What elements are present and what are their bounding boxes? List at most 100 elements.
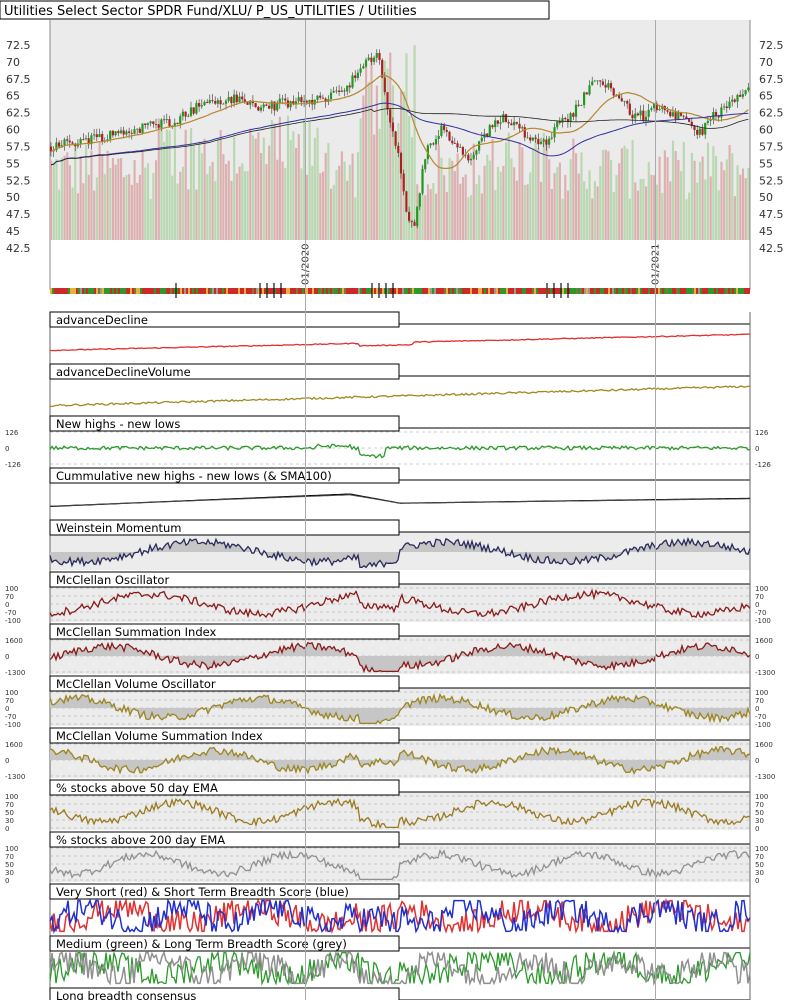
price-tick-left-4: 62.5 — [6, 107, 31, 120]
volume-bar — [418, 194, 421, 240]
volume-bar — [478, 175, 481, 240]
score-segment — [354, 288, 356, 294]
score-segment — [596, 288, 598, 294]
score-segment — [118, 288, 120, 294]
panel-label-right-2: -126 — [755, 461, 771, 469]
volume-bar — [507, 132, 510, 240]
score-segment — [444, 288, 446, 294]
candle-body — [262, 104, 265, 108]
score-segment — [204, 288, 206, 294]
candle-body — [475, 150, 478, 155]
volume-bar — [257, 132, 260, 240]
volume-bar — [176, 183, 179, 240]
score-segment — [426, 288, 428, 294]
volume-bar — [421, 165, 424, 240]
panel-label-right-0: 100 — [755, 689, 768, 697]
score-segment — [72, 288, 74, 294]
panel-label-left-1: 70 — [5, 801, 14, 809]
score-segment — [536, 288, 538, 294]
volume-bar — [378, 128, 381, 240]
score-segment — [272, 288, 274, 294]
panel-title-2: New highs - new lows — [56, 417, 180, 431]
panel-label-left-1: 0 — [5, 653, 9, 661]
candle-body — [413, 221, 416, 226]
panel-title-0: advanceDecline — [56, 313, 148, 327]
volume-bar — [136, 182, 139, 240]
volume-bar — [373, 134, 376, 240]
price-tick-left-11: 45 — [6, 225, 20, 238]
candle-body — [179, 116, 182, 124]
score-segment — [238, 288, 240, 294]
score-segment — [682, 288, 684, 294]
score-segment — [568, 288, 570, 294]
panel-line — [49, 745, 751, 775]
candle-body — [211, 100, 214, 101]
volume-bar — [90, 150, 93, 240]
candle-body — [623, 101, 626, 102]
score-segment — [698, 288, 700, 294]
score-segment — [284, 288, 286, 294]
score-segment — [534, 288, 536, 294]
score-segment — [120, 288, 122, 294]
candle-body — [198, 103, 201, 107]
volume-bar — [437, 145, 440, 240]
candle-body — [222, 103, 225, 105]
candle-body — [467, 154, 470, 161]
score-segment — [170, 288, 172, 294]
score-segment — [222, 288, 224, 294]
panel-label-left-0: 100 — [5, 689, 18, 697]
candle-body — [224, 100, 228, 104]
score-segment — [710, 288, 712, 294]
volume-bar — [230, 180, 233, 240]
score-segment — [668, 288, 670, 294]
score-segment — [416, 288, 418, 294]
volume-bar — [671, 140, 675, 240]
score-segment — [462, 288, 464, 294]
score-segment — [246, 288, 248, 294]
score-segment — [650, 288, 652, 294]
candle-body — [736, 94, 739, 102]
price-tick-right-12: 42.5 — [759, 242, 784, 255]
score-segment — [298, 288, 300, 294]
panel-label-right-0: 100 — [755, 845, 768, 853]
score-segment — [126, 288, 128, 294]
volume-bar — [402, 91, 405, 240]
date-gridlines — [305, 20, 656, 1000]
volume-bar — [741, 168, 745, 240]
panel-background — [50, 376, 750, 414]
candle-body — [101, 134, 104, 142]
candle-body — [184, 111, 187, 117]
volume-bar — [295, 148, 298, 240]
panel-label-left-3: -70 — [5, 713, 16, 721]
panel-label-left-2: 0 — [5, 705, 9, 713]
volume-bar — [109, 167, 112, 240]
score-segment — [486, 288, 488, 294]
volume-bar — [453, 171, 456, 240]
volume-bar — [389, 52, 392, 240]
score-segment — [520, 288, 522, 294]
score-segment — [460, 288, 462, 294]
panel-line — [49, 536, 751, 569]
volume-bar — [184, 129, 187, 240]
score-segment — [226, 288, 228, 294]
panel-label-left-1: 70 — [5, 697, 14, 705]
candle-body — [723, 106, 726, 108]
volume-bar — [540, 181, 543, 240]
candle-body — [480, 137, 483, 142]
volume-bar — [63, 155, 66, 240]
score-segment — [736, 288, 738, 294]
score-segment — [394, 288, 396, 294]
score-segment — [116, 288, 118, 294]
score-segment — [168, 288, 170, 294]
panel-title-box — [49, 727, 400, 744]
candle-body — [499, 122, 502, 124]
candle-body — [609, 83, 613, 89]
candle-body — [440, 125, 443, 136]
score-segment — [220, 288, 222, 294]
candle-body — [612, 88, 615, 96]
volume-bar — [634, 182, 637, 240]
volume-bar — [470, 195, 473, 240]
volume-bar — [397, 123, 400, 240]
